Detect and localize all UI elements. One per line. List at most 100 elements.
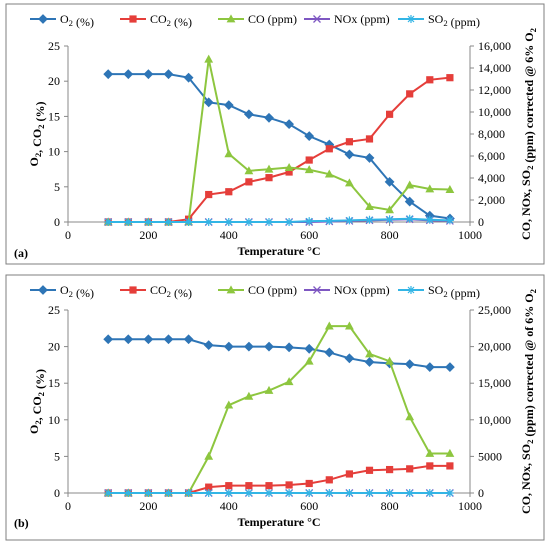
- data-point: [143, 69, 154, 80]
- legend-label: CO2 (%): [150, 12, 192, 29]
- legend-swatch-marker: [313, 286, 321, 294]
- data-point: [224, 218, 233, 226]
- legend-item: NOx (ppm): [304, 283, 390, 297]
- data-point: [344, 353, 355, 364]
- data-point: [365, 349, 374, 358]
- legend-label: O2 (%): [60, 12, 94, 29]
- data-point: [205, 483, 213, 491]
- data-point: [243, 109, 254, 120]
- legend-label: CO (ppm): [248, 12, 297, 26]
- legend-item: NOx (ppm): [304, 12, 390, 26]
- data-point: [224, 400, 234, 409]
- data-point: [285, 218, 294, 226]
- panel-label: (a): [14, 246, 28, 260]
- data-point: [385, 205, 394, 214]
- data-point: [244, 218, 253, 226]
- series-so2: [104, 214, 454, 226]
- data-point: [404, 359, 415, 370]
- data-point: [204, 451, 214, 460]
- data-point: [406, 90, 414, 98]
- data-point: [184, 489, 193, 497]
- legend-swatch-marker: [407, 286, 415, 294]
- data-point: [265, 218, 273, 226]
- y-right-tick-label: 5000: [478, 449, 502, 463]
- legend-label: SO2 (ppm): [428, 12, 480, 29]
- data-point: [445, 448, 455, 457]
- data-point: [284, 377, 294, 386]
- x-tick-label: 400: [220, 499, 238, 513]
- panel-border: [5, 3, 545, 265]
- x-tick-label: 600: [300, 228, 318, 242]
- data-point: [265, 174, 273, 182]
- data-point: [324, 321, 334, 330]
- y-left-tick-label: 10: [48, 145, 60, 159]
- y-right-tick-label: 8,000: [478, 127, 505, 141]
- data-point: [446, 74, 454, 82]
- y-right-tick-label: 16,000: [478, 39, 511, 53]
- series-o2: [103, 334, 455, 373]
- legend-item: SO2 (ppm): [398, 12, 480, 29]
- data-point: [104, 218, 113, 226]
- data-point: [123, 334, 134, 345]
- data-point: [103, 334, 114, 345]
- data-point: [385, 356, 394, 365]
- y-left-tick-label: 20: [48, 74, 60, 88]
- legend-label: O2 (%): [60, 283, 94, 300]
- x-tick-label: 200: [139, 228, 157, 242]
- x-tick-label: 400: [220, 228, 238, 242]
- y-right-tick-label: 14,000: [478, 61, 511, 75]
- legend: O2 (%) CO2 (%) CO (ppm) NOx (ppm) SO2 (ppm): [30, 12, 480, 29]
- x-tick-label: 1000: [458, 228, 482, 242]
- data-point: [365, 466, 374, 474]
- data-point: [386, 465, 394, 474]
- legend-label: NOx (ppm): [334, 12, 390, 26]
- data-point: [405, 180, 415, 189]
- legend-swatch-marker: [313, 15, 321, 23]
- data-point: [445, 216, 454, 225]
- data-point: [285, 168, 293, 176]
- data-point: [124, 218, 133, 226]
- data-point: [364, 153, 375, 163]
- data-point: [244, 391, 254, 400]
- legend: O2 (%) CO2 (%) CO (ppm) NOx (ppm) SO2 (ppm): [30, 283, 480, 300]
- data-point: [225, 188, 233, 196]
- data-point: [144, 489, 153, 497]
- y-right-axis-label: CO, NOx, SO2 (ppm) corrected @ 6% O2: [519, 28, 538, 240]
- data-point: [305, 489, 314, 497]
- data-point: [264, 385, 274, 394]
- x-tick-label: 1000: [458, 499, 482, 513]
- x-tick-label: 200: [139, 499, 157, 513]
- legend-item: CO (ppm): [218, 12, 297, 26]
- data-point: [324, 347, 335, 358]
- legend-label: CO2 (%): [150, 283, 192, 300]
- data-point: [163, 334, 174, 345]
- data-point: [183, 334, 194, 345]
- data-point: [365, 135, 374, 143]
- data-point: [305, 479, 313, 488]
- y-left-tick-label: 25: [48, 303, 60, 317]
- data-point: [405, 412, 415, 421]
- data-point: [404, 196, 415, 207]
- legend-label: NOx (ppm): [334, 283, 390, 297]
- data-point: [204, 54, 214, 63]
- data-point: [265, 482, 273, 490]
- data-point: [285, 489, 294, 497]
- data-point: [444, 362, 455, 373]
- data-point: [345, 489, 354, 497]
- y-right-tick-label: 20,000: [478, 340, 511, 354]
- data-point: [305, 156, 313, 164]
- data-point: [164, 218, 173, 226]
- data-point: [425, 215, 434, 224]
- legend-item: CO (ppm): [218, 283, 297, 297]
- data-point: [143, 334, 154, 345]
- data-point: [243, 341, 254, 352]
- data-point: [365, 489, 374, 497]
- data-point: [163, 69, 174, 80]
- x-tick-label: 0: [65, 228, 71, 242]
- x-axis-label: Temperature °C: [237, 515, 320, 529]
- data-point: [183, 72, 194, 83]
- data-point: [284, 119, 295, 130]
- legend-swatch-marker: [129, 15, 137, 23]
